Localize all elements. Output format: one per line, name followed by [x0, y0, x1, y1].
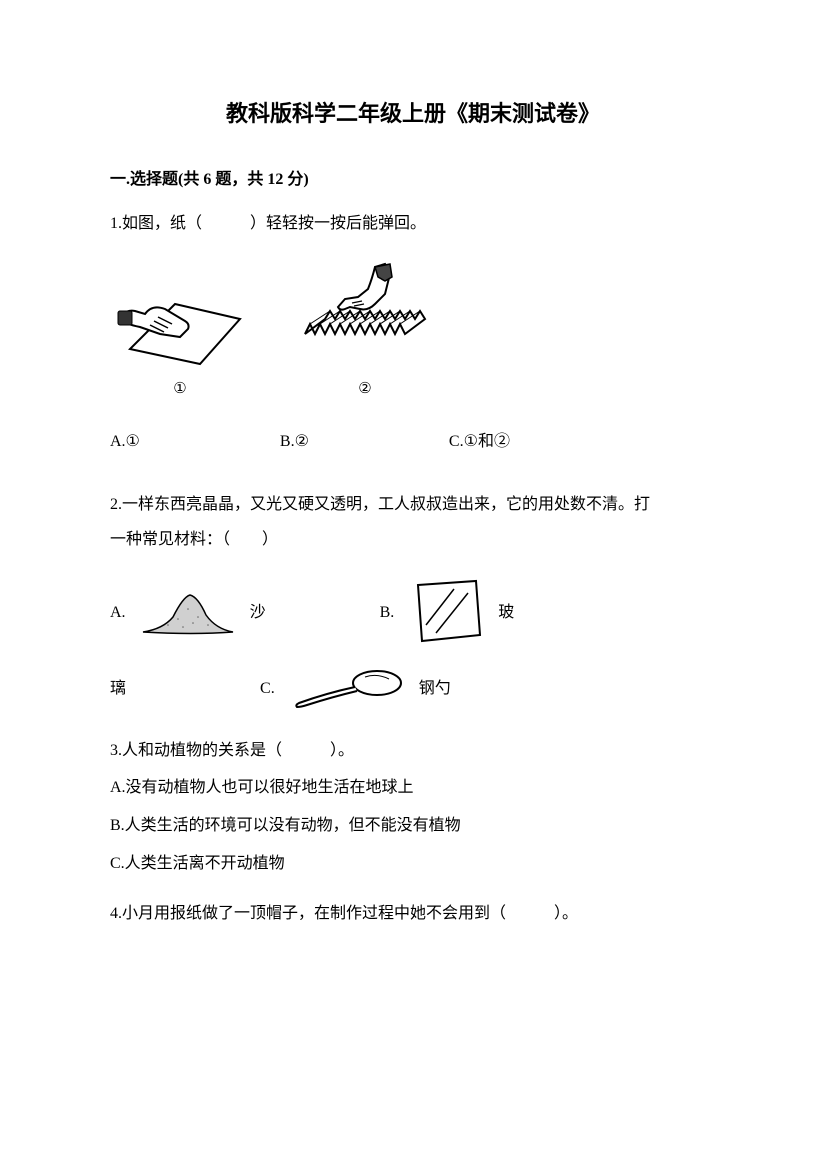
q2-optb-prefix: B. — [380, 595, 395, 630]
q2-opta-prefix: A. — [110, 595, 126, 630]
question-2: 2.一样东西亮晶晶，又光又硬又透明，工人叔叔造出来，它的用处数不清。打 一种常见… — [110, 487, 716, 713]
glass-pane-icon — [406, 577, 486, 647]
q1-images: ① — [110, 259, 716, 406]
q1-option-a: A.① — [110, 424, 140, 459]
q4-text: 4.小月用报纸做了一顶帽子，在制作过程中她不会用到（ ）。 — [110, 896, 716, 931]
q1-img2-label: ② — [358, 373, 371, 406]
q3-option-c: C.人类生活离不开动植物 — [110, 845, 716, 883]
q1-image-1: ① — [110, 269, 250, 406]
sand-pile-icon — [138, 587, 238, 637]
hand-corrugated-paper-icon — [290, 259, 440, 369]
q3-options: A.没有动植物人也可以很好地生活在地球上 B.人类生活的环境可以没有动物，但不能… — [110, 769, 716, 884]
page-title: 教科版科学二年级上册《期末测试卷》 — [110, 90, 716, 138]
question-1: 1.如图，纸（ ）轻轻按一按后能弹回。 ① — [110, 206, 716, 459]
q2-optc-prefix: C. — [260, 671, 275, 706]
question-3: 3.人和动植物的关系是（ ）。 A.没有动植物人也可以很好地生活在地球上 B.人… — [110, 733, 716, 883]
q1-option-c: C.①和② — [449, 424, 510, 459]
steel-spoon-icon — [287, 663, 407, 713]
q2-optc-label: 钢勺 — [419, 671, 451, 706]
q1-option-b: B.② — [280, 424, 309, 459]
q2-row1: A. 沙 B. 玻 — [110, 577, 716, 647]
q1-image-2: ② — [290, 259, 440, 406]
q1-text: 1.如图，纸（ ）轻轻按一按后能弹回。 — [110, 206, 716, 241]
q2-options: A. 沙 B. 玻 璃 C. — [110, 577, 716, 713]
q2-opta-label: 沙 — [250, 595, 266, 630]
q1-img1-label: ① — [173, 373, 186, 406]
q2-row2: 璃 C. 钢勺 — [110, 663, 716, 713]
q3-option-a: A.没有动植物人也可以很好地生活在地球上 — [110, 769, 716, 807]
q2-text-line1: 2.一样东西亮晶晶，又光又硬又透明，工人叔叔造出来，它的用处数不清。打 — [110, 487, 716, 522]
q3-text: 3.人和动植物的关系是（ ）。 — [110, 733, 716, 768]
question-4: 4.小月用报纸做了一顶帽子，在制作过程中她不会用到（ ）。 — [110, 896, 716, 931]
q1-options: A.① B.② C.①和② — [110, 424, 716, 459]
q2-optb-label2: 璃 — [110, 671, 126, 706]
section-header: 一.选择题(共 6 题，共 12 分) — [110, 162, 716, 197]
q2-text-line2: 一种常见材料：（ ） — [110, 522, 716, 557]
q2-optb-label1: 玻 — [498, 595, 514, 630]
hand-flat-paper-icon — [110, 269, 250, 369]
q3-option-b: B.人类生活的环境可以没有动物，但不能没有植物 — [110, 807, 716, 845]
